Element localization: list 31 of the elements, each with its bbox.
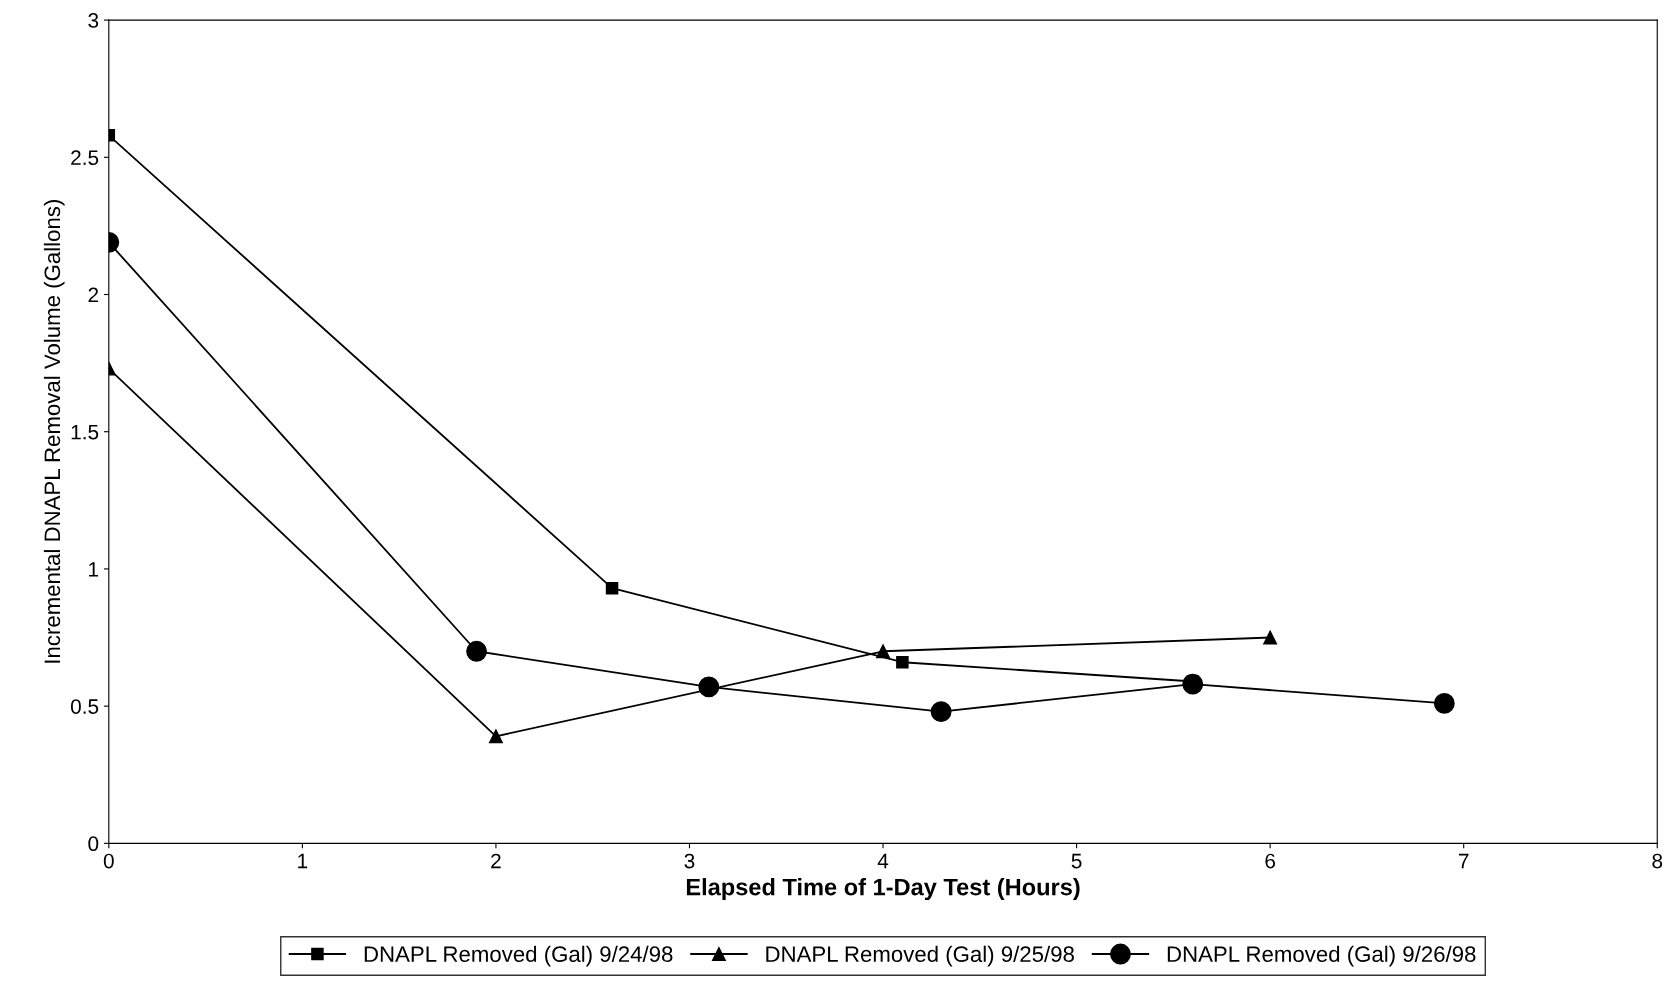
- x-tick-label: 2: [491, 853, 501, 869]
- point: [698, 676, 720, 698]
- legend-label: DNAPL Removed (Gal) 9/26/98: [1167, 945, 1476, 967]
- x-tick-label: 6: [1265, 853, 1276, 869]
- point: [930, 701, 952, 723]
- point: [1182, 673, 1204, 695]
- x-tick-label: 1: [298, 853, 308, 869]
- point: [1433, 692, 1455, 714]
- y-tick-label: 3: [88, 13, 99, 28]
- legend-label: DNAPL Removed (Gal) 9/24/98: [364, 945, 673, 967]
- y-tick-label: 2.5: [71, 150, 99, 166]
- point: [488, 729, 503, 744]
- x-tick-label: 7: [1458, 853, 1469, 869]
- y-tick-label: 1: [89, 562, 99, 577]
- point: [896, 655, 909, 669]
- y-tick-label: 1.5: [71, 424, 99, 440]
- point: [605, 581, 619, 595]
- x-axis-title: Elapsed Time of 1-Day Test (Hours): [686, 878, 1080, 901]
- y-axis-title: Incremental DNAPL Removal Volume (Gallons): [43, 200, 65, 663]
- y-tick-label: 0: [88, 836, 99, 852]
- legend-label: DNAPL Removed (Gal) 9/25/98: [766, 945, 1074, 967]
- point: [876, 644, 890, 659]
- y-tick-label: 0.5: [70, 699, 99, 714]
- x-tick-label: 3: [684, 853, 695, 869]
- point: [1263, 630, 1278, 645]
- x-tick-label: 0: [103, 853, 114, 869]
- x-tick-label: 4: [877, 853, 889, 869]
- point: [466, 640, 487, 662]
- x-tick-label: 8: [1652, 853, 1663, 869]
- y-tick-label: 2: [88, 287, 99, 303]
- x-tick-label: 5: [1071, 853, 1082, 869]
